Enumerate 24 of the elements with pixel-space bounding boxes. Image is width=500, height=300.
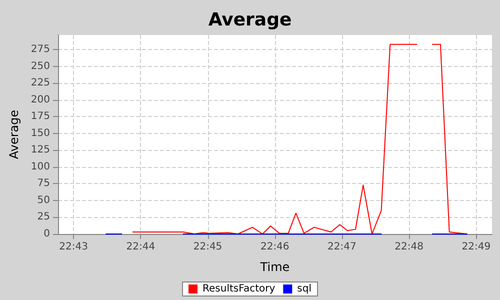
- x-tick-label: 22:44: [126, 242, 156, 252]
- y-tick-label: 175: [30, 111, 50, 122]
- x-tick-label: 22:46: [260, 242, 290, 252]
- y-tick-label: 125: [30, 144, 50, 156]
- y-tick-label: 275: [30, 44, 50, 56]
- legend-label: ResultsFactory: [202, 284, 276, 294]
- legend-label: sql: [297, 284, 312, 294]
- y-tick-label: 250: [30, 60, 50, 72]
- x-tick-label: 22:47: [328, 242, 356, 252]
- y-tick-label: 25: [37, 212, 50, 223]
- y-tick-label: 0: [44, 228, 50, 240]
- x-tick-label: 22:43: [59, 242, 88, 252]
- x-tick-label: 22:49: [462, 242, 491, 252]
- x-tick-label: 22:45: [193, 242, 222, 252]
- chart-title: Average: [208, 10, 292, 30]
- y-tick-label: 225: [30, 78, 50, 89]
- y-tick-label: 150: [30, 128, 50, 139]
- y-axis-title: Average: [7, 110, 21, 160]
- x-axis-title: Time: [259, 260, 290, 274]
- y-tick-label: 75: [37, 178, 50, 190]
- x-tick-label: 22:48: [394, 242, 424, 252]
- y-tick-label: 200: [30, 94, 50, 106]
- y-tick-label: 100: [30, 161, 50, 172]
- y-tick-label: 50: [37, 195, 50, 206]
